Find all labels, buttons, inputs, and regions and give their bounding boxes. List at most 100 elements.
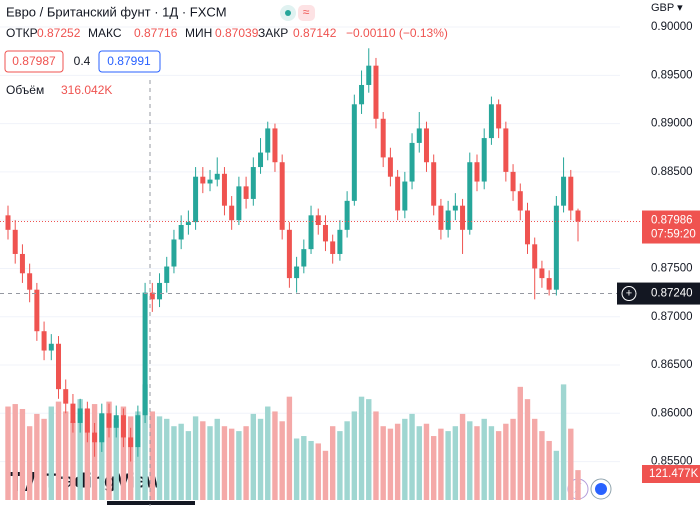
candle-body: [229, 205, 235, 221]
last-volume-label: 121.477K: [649, 468, 699, 480]
volume-bar: [200, 421, 206, 500]
volume-bar: [142, 384, 148, 500]
volume-bar: [532, 418, 538, 500]
volume-bar: [99, 413, 105, 500]
candle-body: [12, 229, 18, 254]
ohlc-change: −0.00110 (−0.13%): [346, 26, 448, 40]
candle-body: [380, 118, 386, 158]
volume-bar: [5, 406, 11, 500]
sell-button[interactable]: [4, 50, 64, 73]
y-tick-label: 0.87000: [651, 311, 693, 323]
candle-body: [532, 244, 538, 269]
spread: 0.4: [74, 54, 91, 68]
volume-bar: [488, 426, 495, 500]
volume-bar: [221, 426, 228, 500]
volume-bar: [250, 413, 257, 500]
volume-bar: [106, 401, 112, 500]
volume-bar: [243, 426, 249, 500]
volume-bar: [84, 408, 91, 500]
volume-bar: [445, 431, 451, 500]
volume-bar: [358, 396, 365, 500]
volume-bar: [402, 418, 408, 500]
candle-body: [63, 389, 69, 404]
volume-bar: [214, 418, 220, 500]
volume-bar: [373, 411, 379, 500]
candle-body: [452, 205, 458, 211]
volume-bar: [337, 431, 343, 500]
volume-bar: [63, 411, 69, 500]
candle-body: [56, 343, 62, 390]
buy-button[interactable]: [98, 50, 161, 73]
add-alert-button[interactable]: [621, 286, 637, 302]
volume-bar: [12, 404, 18, 500]
candle-body: [120, 415, 126, 438]
volume-bar: [452, 426, 459, 500]
candle-body: [214, 173, 220, 180]
y-tick-label: 0.89500: [651, 69, 693, 81]
candle-body: [279, 162, 285, 230]
candle-body: [330, 241, 336, 254]
volume-tag: [642, 465, 700, 483]
candle-body: [395, 176, 401, 211]
candle-body: [568, 176, 574, 211]
current-price-tag: [642, 210, 700, 244]
y-tick-label: 0.86500: [651, 359, 693, 371]
volume-bar: [236, 431, 242, 500]
volume-bar: [568, 428, 574, 500]
volume-bar: [113, 418, 119, 500]
volume-bar: [430, 436, 437, 500]
candle-body: [351, 104, 357, 201]
delay-icon[interactable]: [298, 5, 315, 21]
candle-body: [474, 162, 480, 182]
candle-body: [149, 292, 155, 300]
candle-body: [92, 432, 98, 443]
candle-body: [84, 408, 90, 433]
candle-body: [467, 162, 473, 230]
volume-bar: [149, 411, 156, 500]
candle-body: [27, 273, 33, 290]
candle-body: [366, 65, 372, 85]
candle-body: [294, 266, 300, 279]
candle-body: [193, 176, 199, 223]
volume-bar: [185, 431, 192, 500]
volume-bar: [380, 426, 386, 500]
volume-bar: [409, 413, 415, 500]
volume-bar: [178, 423, 184, 500]
candles: [5, 48, 581, 462]
candle-body: [496, 104, 502, 129]
candle-body: [524, 210, 530, 245]
volume-bar: [481, 418, 487, 500]
volume-bar: [517, 386, 523, 500]
candle-body: [438, 205, 444, 230]
volume-bar: [322, 450, 329, 500]
candle-body: [221, 173, 227, 206]
volume-bar: [265, 406, 271, 500]
volume-bar: [272, 411, 278, 500]
candle-body: [142, 292, 148, 416]
candle-body: [546, 278, 552, 290]
volume-label: Объём: [6, 83, 44, 97]
volume-bar: [156, 416, 163, 500]
volume-bar: [41, 418, 47, 500]
candle-body: [200, 176, 206, 184]
candle-body: [337, 229, 343, 254]
candle-body: [135, 415, 141, 448]
volume-bar: [329, 426, 336, 500]
volume-bar: [560, 384, 567, 500]
chart-title: Евро / Британский фунт · 1Д · FXCM: [6, 4, 227, 19]
candle-body: [373, 65, 379, 119]
volume-bar: [26, 426, 33, 500]
volume-bar: [351, 411, 358, 500]
countdown: 07:59:20: [651, 229, 696, 241]
volume-bar: [207, 426, 213, 500]
volume-bar: [19, 408, 26, 500]
currency-selector[interactable]: GBP ▾: [651, 2, 683, 14]
volume-bar: [344, 421, 350, 500]
y-tick-label: 0.87500: [651, 262, 693, 274]
candle-body: [164, 266, 170, 283]
volume-bar: [423, 423, 430, 500]
volume-bar: [171, 426, 177, 500]
sell-price: 0.87987: [12, 54, 56, 68]
candle-body: [423, 128, 429, 163]
